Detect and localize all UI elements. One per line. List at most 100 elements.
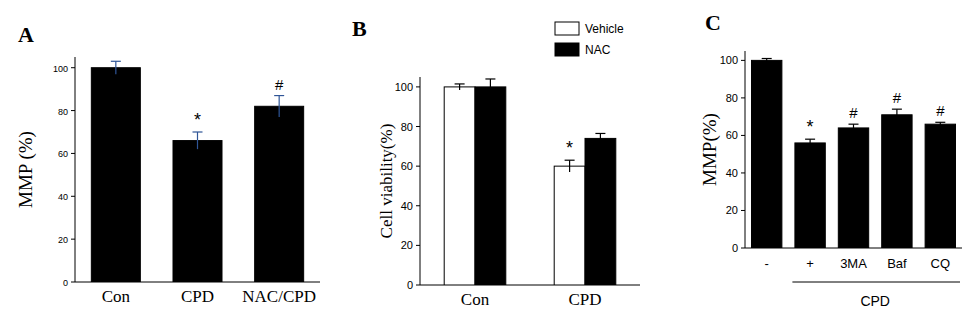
bar xyxy=(752,60,782,248)
error-cap xyxy=(485,78,495,79)
error-line xyxy=(115,61,116,74)
y-tick xyxy=(416,86,420,87)
bar xyxy=(882,115,912,248)
error-bar xyxy=(849,124,859,132)
error-line xyxy=(459,84,460,90)
annotation: * xyxy=(566,138,573,158)
y-tick-label: 80 xyxy=(726,92,738,104)
error-line xyxy=(809,139,810,147)
error-cap xyxy=(274,95,284,96)
bar xyxy=(838,128,868,248)
y-tick-label: 100 xyxy=(53,64,68,74)
error-line xyxy=(569,160,570,172)
y-tick xyxy=(71,153,75,154)
bars xyxy=(91,61,303,282)
error-cap xyxy=(455,83,465,84)
error-cap xyxy=(849,124,859,125)
annotation: # xyxy=(275,76,284,93)
panel-label: C xyxy=(705,10,721,35)
annotation: # xyxy=(893,89,902,106)
y-axis xyxy=(420,77,421,285)
bars xyxy=(444,79,616,285)
y-tick-label: 20 xyxy=(58,235,68,245)
y-tick-label: 40 xyxy=(401,200,413,212)
bar xyxy=(585,138,616,285)
y-tick-label: 0 xyxy=(407,279,413,291)
bar xyxy=(795,143,825,248)
bar xyxy=(475,87,506,285)
error-line xyxy=(490,79,491,95)
y-tick xyxy=(71,67,75,68)
error-bar xyxy=(892,109,902,120)
error-bar xyxy=(565,160,575,172)
bar xyxy=(444,87,475,285)
y-tick xyxy=(741,97,745,98)
error-cap xyxy=(935,122,945,123)
y-axis-label: Cell viability(%) xyxy=(377,124,396,239)
error-bar xyxy=(111,61,121,74)
y-tick-label: 20 xyxy=(726,204,738,216)
x-axis-label: CPD xyxy=(860,293,890,309)
error-bar xyxy=(193,132,203,149)
y-tick xyxy=(71,239,75,240)
group-line xyxy=(792,282,960,283)
figure: AMMP (%)020406080100ConCPDNAC/CPD*#BCell… xyxy=(0,0,971,336)
error-line xyxy=(600,133,601,143)
error-cap xyxy=(111,61,121,62)
error-line xyxy=(279,96,280,117)
x-tick-label: Baf xyxy=(887,256,907,271)
bar xyxy=(255,106,304,282)
bar xyxy=(925,124,955,248)
bar xyxy=(554,166,585,285)
error-line xyxy=(853,124,854,132)
y-tick-label: 40 xyxy=(58,192,68,202)
y-tick xyxy=(416,205,420,206)
error-bar xyxy=(595,133,605,143)
x-tick-label: 3MA xyxy=(840,256,867,271)
error-bar xyxy=(455,84,465,90)
y-tick-label: 60 xyxy=(401,160,413,172)
annotation: # xyxy=(849,104,858,121)
error-line xyxy=(896,109,897,120)
bars xyxy=(752,59,956,248)
error-bar xyxy=(805,139,815,147)
error-cap xyxy=(595,133,605,134)
error-cap xyxy=(805,139,815,140)
y-tick xyxy=(416,245,420,246)
error-cap xyxy=(565,160,575,161)
y-tick-label: 20 xyxy=(401,239,413,251)
x-tick-label: Con xyxy=(461,290,490,309)
error-cap xyxy=(193,131,203,132)
error-bar xyxy=(762,59,772,63)
x-tick-label: - xyxy=(765,256,769,271)
legend-label: NAC xyxy=(585,43,611,57)
y-axis xyxy=(745,51,746,248)
y-tick xyxy=(741,248,745,249)
x-tick-label: Con xyxy=(102,287,131,306)
x-tick-label: CPD xyxy=(568,290,601,309)
y-tick-label: 0 xyxy=(63,278,68,288)
legend-label: Vehicle xyxy=(585,22,624,36)
x-tick-label: CQ xyxy=(931,256,951,271)
y-tick xyxy=(416,285,420,286)
y-tick-label: 100 xyxy=(395,81,413,93)
y-tick-label: 100 xyxy=(720,54,738,66)
error-line xyxy=(197,132,198,149)
y-tick xyxy=(71,110,75,111)
y-tick xyxy=(741,60,745,61)
y-tick xyxy=(416,166,420,167)
x-tick-label: NAC/CPD xyxy=(242,287,316,306)
y-tick xyxy=(741,210,745,211)
error-bar xyxy=(274,96,284,117)
y-tick-label: 0 xyxy=(732,242,738,254)
y-tick xyxy=(71,282,75,283)
legend-swatch xyxy=(555,22,579,35)
error-cap xyxy=(892,109,902,110)
y-axis xyxy=(75,57,76,282)
y-tick-label: 80 xyxy=(58,107,68,117)
y-tick-label: 80 xyxy=(401,121,413,133)
annotation: * xyxy=(807,117,814,137)
x-tick-label: + xyxy=(806,256,814,271)
y-tick-label: 60 xyxy=(726,129,738,141)
y-tick xyxy=(416,126,420,127)
